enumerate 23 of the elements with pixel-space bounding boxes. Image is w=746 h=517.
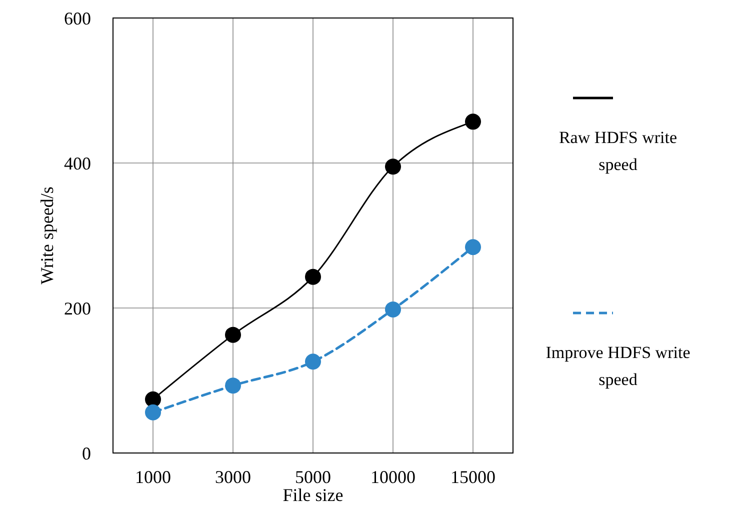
x-tick-label: 3000: [215, 467, 251, 487]
x-tick-label: 1000: [135, 467, 171, 487]
x-tick-label: 5000: [295, 467, 331, 487]
point: [465, 239, 481, 256]
y-tick-label: 0: [82, 443, 91, 464]
point: [145, 391, 161, 408]
x-tick-label: 15000: [450, 467, 496, 487]
y-axis-title: Write speed/s: [37, 186, 57, 284]
point: [305, 354, 321, 370]
point: [145, 404, 161, 420]
y-tick-label: 600: [64, 8, 91, 28]
x-axis-title: File size: [282, 485, 344, 505]
point: [225, 378, 241, 394]
x-tick-label: 10000: [370, 467, 416, 487]
point: [305, 268, 321, 285]
point: [385, 301, 401, 318]
point: [385, 158, 401, 175]
point: [225, 326, 241, 343]
y-tick-label: 400: [64, 153, 91, 174]
text: Improve HDFS write speed: [546, 343, 690, 390]
point: [465, 114, 481, 130]
text: Raw HDFS write speed: [558, 128, 678, 174]
y-tick-label: 200: [64, 298, 91, 318]
